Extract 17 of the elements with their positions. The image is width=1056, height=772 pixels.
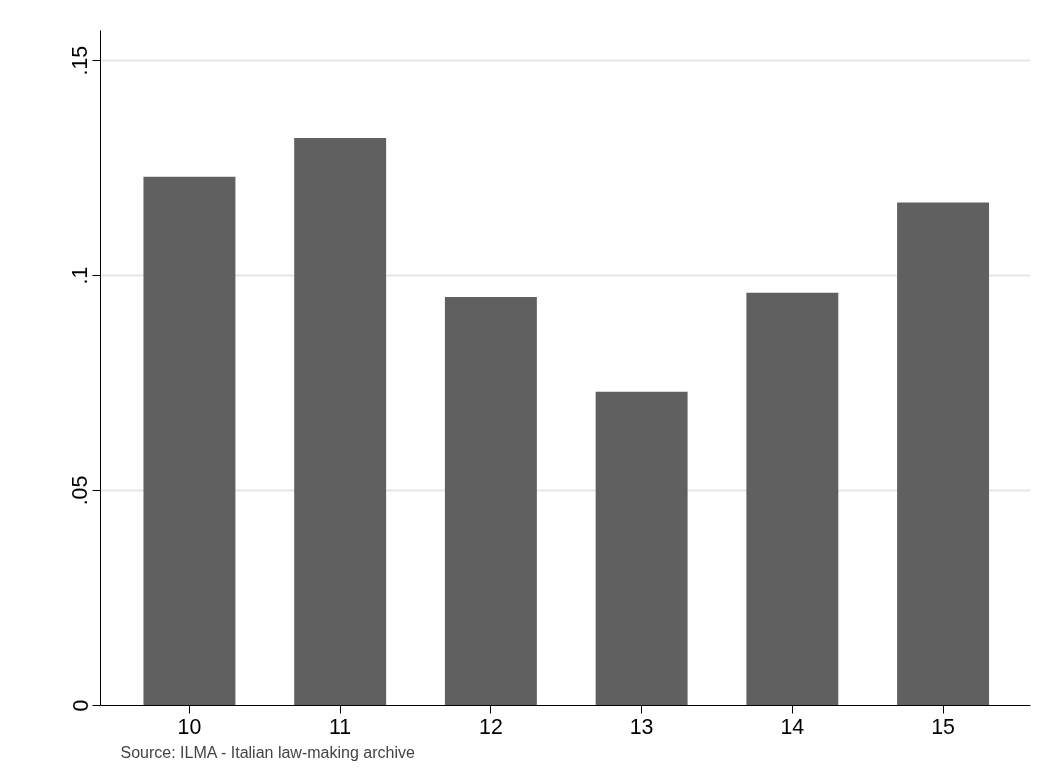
y-tick-label: .1 <box>68 266 93 285</box>
bar <box>897 202 990 706</box>
bar <box>143 176 236 706</box>
y-tick-label: .15 <box>68 45 93 76</box>
bar <box>444 297 537 706</box>
x-tick-label: 12 <box>479 714 503 739</box>
source-note: Source: ILMA - Italian law-making archive <box>120 743 415 761</box>
x-tick-label: 14 <box>780 714 805 739</box>
bar <box>595 391 688 706</box>
y-tick-label: 0 <box>68 699 93 712</box>
bar <box>294 137 387 706</box>
x-tick-label: 10 <box>177 714 202 739</box>
x-tick-label: 11 <box>329 714 352 739</box>
x-tick-label: 13 <box>629 714 654 739</box>
bar <box>746 292 839 706</box>
y-tick-label: .05 <box>68 475 93 506</box>
x-tick-label: 15 <box>931 714 955 739</box>
